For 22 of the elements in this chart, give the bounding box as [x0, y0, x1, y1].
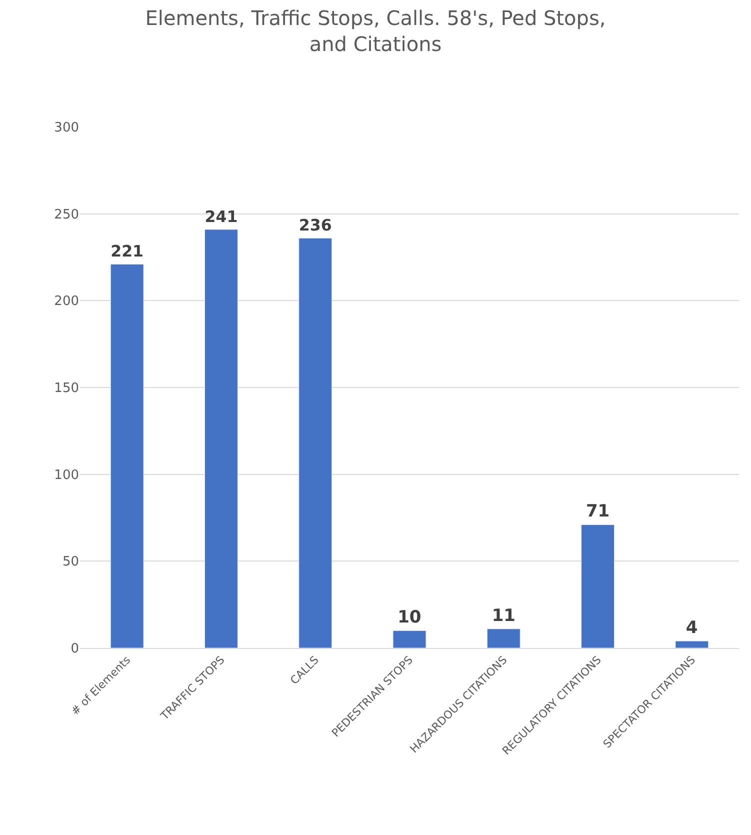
bar — [110, 264, 144, 648]
y-tick-label: 300 — [54, 120, 79, 136]
y-tick-label: 250 — [54, 207, 79, 222]
data-label: 241 — [204, 206, 238, 226]
data-label: 11 — [492, 606, 516, 626]
data-label: 236 — [298, 216, 332, 235]
data-label: 4 — [686, 618, 698, 638]
y-tick-label: 0 — [70, 642, 79, 657]
bar — [298, 238, 332, 648]
y-tick-label: 150 — [54, 381, 79, 396]
chart-title: Elements, Traffic Stops, Calls. 58's, Ped Stops, and Citations — [145, 6, 606, 56]
y-tick-label: 50 — [62, 554, 79, 570]
data-label: 71 — [586, 502, 610, 522]
bar — [675, 640, 709, 648]
data-label: 221 — [110, 242, 144, 261]
y-tick-label: 200 — [54, 294, 79, 310]
bar — [581, 524, 615, 648]
y-tick-label: 100 — [54, 468, 79, 483]
data-label: 10 — [398, 608, 422, 628]
bar — [486, 628, 520, 648]
bar — [392, 630, 426, 648]
bar — [204, 229, 238, 648]
